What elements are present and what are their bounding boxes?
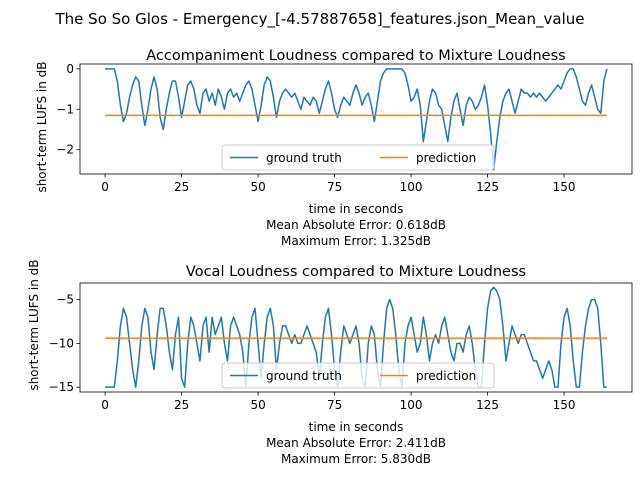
vocal-x-axis-label: time in seconds: [309, 420, 404, 434]
vocal-legend-box: [221, 362, 495, 389]
accompaniment-x-tick-label: 50: [250, 180, 265, 194]
vocal-plot-title: Vocal Loudness compared to Mixture Loudn…: [186, 264, 526, 280]
vocal-axes-frame: [79, 282, 633, 393]
accompaniment-x-axis-label: time in seconds: [309, 202, 404, 216]
vocal-legend: ground truth prediction: [221, 362, 495, 389]
accompaniment-legend-box: [221, 144, 495, 171]
accompaniment-y-axis-label: short-term LUFS in dB: [35, 61, 49, 192]
vocal-legend-prediction-label: prediction: [416, 369, 476, 383]
accompaniment-x-tick-label: 25: [174, 180, 189, 194]
accompaniment-mean-absolute-error: Mean Absolute Error: 0.618dB: [266, 218, 446, 232]
accompaniment-axes-frame: [79, 63, 633, 175]
accompaniment-legend-prediction-label: prediction: [416, 151, 476, 165]
vocal-maximum-error: Maximum Error: 5.830dB: [281, 452, 431, 466]
accompaniment-x-tick-label: 100: [400, 180, 423, 194]
vocal-plot: Vocal Loudness compared to Mixture Loudn…: [27, 259, 633, 466]
accompaniment-maximum-error: Maximum Error: 1.325dB: [281, 234, 431, 248]
vocal-y-tick-label: −5: [56, 293, 74, 307]
accompaniment-x-tick-label: 150: [553, 180, 576, 194]
vocal-x-tick-label: 0: [101, 398, 109, 412]
vocal-x-tick-label: 25: [174, 398, 189, 412]
vocal-y-tick-label: −10: [49, 336, 74, 350]
accompaniment-x-tick-label: 75: [327, 180, 342, 194]
vocal-x-tick-label: 150: [553, 398, 576, 412]
vocal-x-tick-label: 50: [250, 398, 265, 412]
vocal-y-axis-label: short-term LUFS in dB: [27, 259, 41, 390]
accompaniment-y-tick-label: 0: [66, 62, 74, 76]
accompaniment-legend: ground truth prediction: [221, 144, 495, 171]
vocal-x-tick-label: 75: [327, 398, 342, 412]
vocal-x-tick-label: 100: [400, 398, 423, 412]
vocal-series-ground-truth-line: [105, 286, 607, 388]
accompaniment-series-ground-truth-line: [105, 68, 608, 171]
accompaniment-legend-ground-truth-label: ground truth: [266, 151, 342, 165]
vocal-y-tick-label: −15: [49, 380, 74, 394]
accompaniment-x-tick-label: 0: [101, 180, 109, 194]
vocal-legend-ground-truth-label: ground truth: [266, 369, 342, 383]
accompaniment-y-tick-label: −2: [56, 143, 74, 157]
figure-title: The So So Glos - Emergency_[-4.57887658]…: [55, 10, 585, 29]
accompaniment-y-tick-label: −1: [56, 102, 74, 116]
accompaniment-plot: Accompaniment Loudness compared to Mixtu…: [35, 48, 633, 248]
vocal-x-tick-label: 125: [476, 398, 499, 412]
vocal-mean-absolute-error: Mean Absolute Error: 2.411dB: [266, 436, 446, 450]
accompaniment-plot-title: Accompaniment Loudness compared to Mixtu…: [146, 48, 565, 64]
accompaniment-x-tick-label: 125: [476, 180, 499, 194]
